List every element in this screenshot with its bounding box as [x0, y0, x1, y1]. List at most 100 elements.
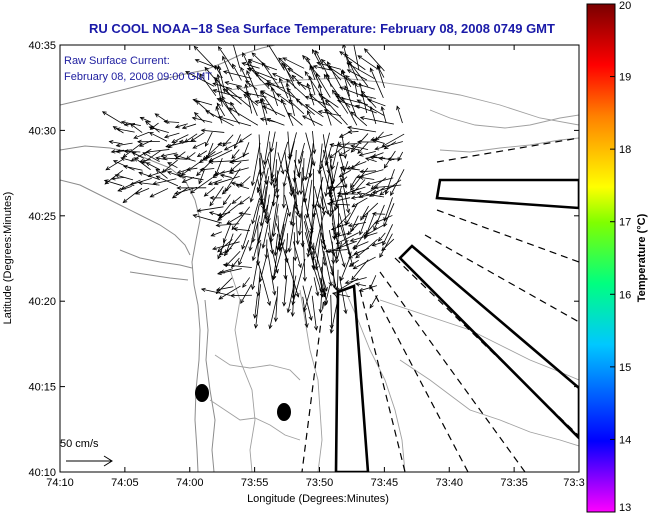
current-vector [139, 116, 151, 123]
current-vector [355, 282, 367, 287]
current-vector [101, 111, 123, 124]
x-tick-label: 74:05 [111, 477, 139, 489]
current-vector [328, 197, 333, 218]
current-vector [235, 183, 250, 190]
current-vector [336, 191, 359, 196]
current-vector [215, 223, 240, 228]
current-vector [256, 151, 270, 194]
current-vector [202, 150, 223, 161]
current-vector [163, 119, 180, 124]
current-vector [279, 223, 285, 247]
current-vector [313, 277, 320, 297]
figure-title: RU COOL NOAA−18 Sea Surface Temperature:… [89, 21, 555, 36]
current-vector [233, 134, 241, 150]
x-axis-label: Longitude (Degrees:Minutes) [247, 493, 389, 505]
current-vector [267, 45, 285, 71]
x-tick-label: 74:10 [46, 477, 74, 489]
current-vector [129, 123, 143, 133]
current-vector [329, 143, 360, 151]
current-vector [272, 141, 289, 189]
current-vector [326, 201, 350, 207]
current-vector [324, 143, 333, 167]
current-vector [324, 109, 343, 125]
current-vector [314, 248, 328, 292]
current-vector [115, 127, 135, 133]
x-tick-label: 73:50 [306, 477, 334, 489]
current-vector [233, 227, 250, 232]
current-vector [217, 141, 232, 147]
current-vector [251, 197, 260, 225]
current-vector [203, 187, 216, 197]
current-vector [327, 240, 357, 253]
current-vector [199, 167, 215, 172]
current-vector [178, 139, 197, 144]
current-vector [213, 176, 240, 186]
current-vector [379, 233, 393, 259]
current-vector [351, 197, 368, 208]
current-vector [287, 224, 294, 253]
current-vector [318, 93, 339, 108]
x-tick-label: 73:55 [241, 477, 269, 489]
current-vector [254, 100, 270, 106]
colorbar [586, 3, 616, 513]
current-vector [181, 176, 195, 183]
bathymetry-contour [229, 77, 579, 126]
current-vector [215, 105, 223, 124]
x-tick-label: 73:40 [435, 477, 463, 489]
current-vector [383, 203, 395, 228]
current-vector [219, 173, 232, 178]
current-vector [142, 152, 160, 163]
current-vector [207, 179, 222, 186]
current-vector [226, 214, 243, 225]
current-vector [380, 106, 387, 123]
current-vector [135, 187, 150, 195]
current-vector [228, 167, 249, 175]
current-vector [259, 98, 268, 126]
current-vector [196, 150, 208, 158]
x-tick-label: 74:00 [176, 477, 204, 489]
colorbar-ticks: 20 19 18 17 16 15 14 13 [610, 0, 631, 514]
current-vector [218, 115, 252, 127]
current-vector [271, 203, 279, 238]
current-vector [282, 140, 295, 188]
current-vector [148, 125, 169, 133]
current-vector [192, 214, 222, 224]
current-vector [327, 61, 342, 88]
current-vector [329, 293, 340, 334]
colorbar-label: Temperature (°C) [636, 213, 648, 302]
y-tick-label: 40:20 [28, 296, 56, 308]
y-tick-label: 40:15 [28, 382, 56, 394]
current-vector [339, 51, 366, 71]
current-vector [163, 132, 180, 139]
current-vector [110, 176, 125, 181]
current-vector [171, 134, 189, 143]
current-vector [299, 167, 304, 196]
x-axis-ticks: 74:10 74:05 74:00 73:55 73:50 73:45 73:40 73:35… [46, 45, 585, 489]
current-vector [195, 100, 215, 117]
current-vector [230, 101, 240, 117]
current-vector [205, 131, 213, 147]
current-vector [349, 80, 375, 90]
current-vector [288, 132, 297, 159]
current-vector [282, 57, 305, 69]
current-vector [185, 71, 215, 87]
current-vector [301, 158, 306, 182]
current-vector [217, 46, 234, 70]
current-vector [258, 257, 267, 283]
current-vector [270, 86, 278, 107]
current-vector [257, 259, 272, 307]
current-vector [304, 151, 312, 181]
current-vector [269, 131, 276, 153]
current-vector [338, 169, 351, 178]
current-vector [347, 223, 359, 236]
current-vector [167, 162, 178, 169]
current-vector [371, 152, 384, 158]
current-vector [352, 241, 369, 249]
current-vector [174, 123, 188, 129]
current-vector [131, 151, 145, 159]
vector-scale-label: 50 cm/s [60, 438, 99, 450]
current-vector [200, 128, 225, 133]
current-vector [231, 196, 242, 205]
current-vector [222, 70, 252, 79]
current-vector [313, 186, 321, 209]
